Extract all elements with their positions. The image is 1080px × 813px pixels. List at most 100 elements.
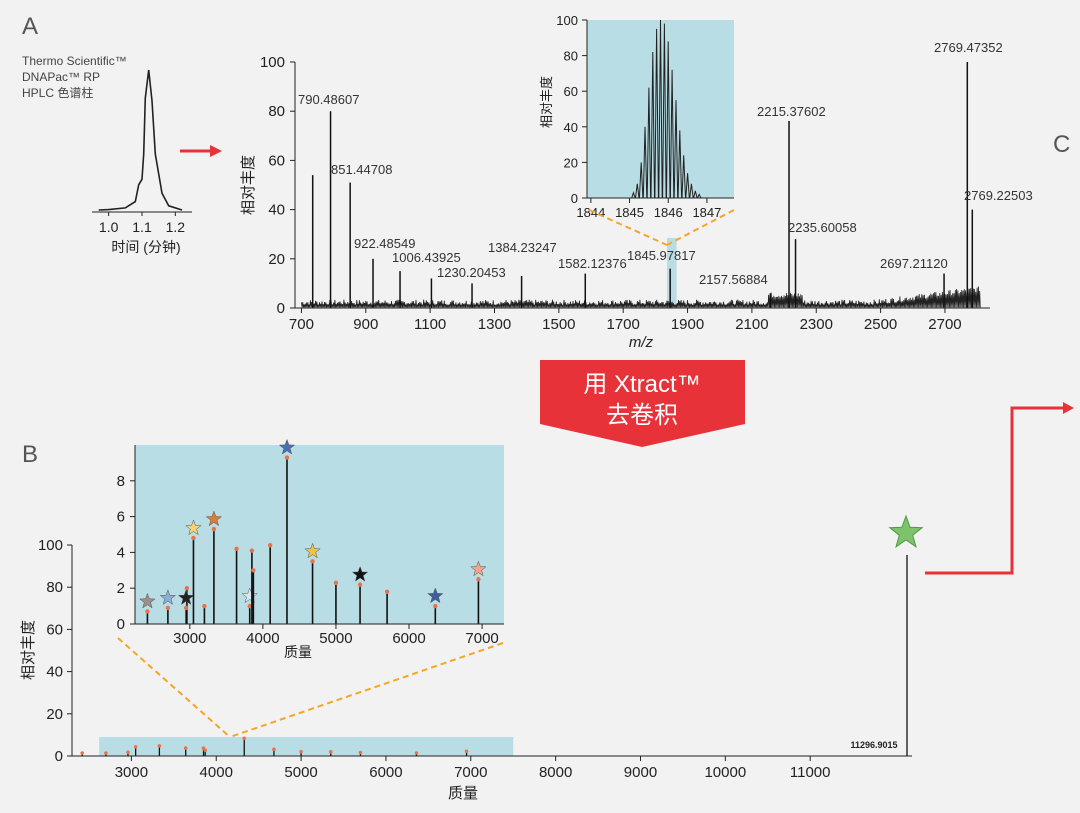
mass-small-peak-marker [80,751,84,755]
peak-star-icon [278,438,296,455]
ms-peak-label: 2157.56884 [699,272,768,287]
isotope-ylabel: 相对丰度 [539,76,554,128]
peak-star-icon [139,592,156,609]
mass-inset-peak-marker [251,568,256,573]
mass-small-peak-marker [133,745,138,749]
chromatogram-xtick-label: 1.0 [99,219,119,235]
mass-inset-peak-marker [184,586,190,591]
column-model: DNAPac™ RP [22,70,100,84]
ms-xtick-label: 1300 [478,316,511,333]
ms-peak-label: 1582.12376 [558,256,627,271]
mass-small-peak-marker [272,747,276,752]
ms-peak-label: 2697.21120 [880,256,948,271]
main-peak-star-icon [888,514,924,548]
mass-small-peak-marker [126,750,130,754]
mass-ytick-label: 100 [38,537,63,554]
xtract-line2: 去卷积 [606,402,678,429]
mass-inset-peak-marker [476,577,481,582]
column-type: HPLC 色谱柱 [22,85,93,100]
mass-highlight-region [99,737,514,756]
mass-small-peak-marker [299,749,303,754]
mass-inset-peak-marker [191,535,196,541]
mass-small-peak-marker [328,750,333,754]
chromatogram-chart: 1.0 1.1 1.2 时间 (分钟) [92,69,192,255]
mass-zoom-line-left [117,637,231,738]
ms-peak-label: 2769.22503 [964,188,1033,203]
ms-xtick-label: 1500 [542,316,575,333]
isotope-zoom-line-left [588,209,668,246]
isotope-ytick-label: 20 [564,155,578,170]
mass-small-peak-marker [464,749,469,754]
mass-inset-chart: 0 2 4 6 8 3000 4000 5000 6000 7000 质量 [117,438,504,660]
ms-xtick-label: 700 [289,316,314,333]
mass-inset-peak-marker [357,582,363,587]
panel-label-a: A [22,13,38,40]
mass-inset-peak-marker [202,603,207,609]
ms-xtick-label: 2100 [735,316,768,333]
ms-xlabel: m/z [629,334,654,351]
isotope-ytick-label: 100 [556,13,578,28]
ms-peak-label: 1230.20453 [437,265,506,280]
mass-inset-peak-marker [183,605,189,611]
ms-peak-label: 2235.60058 [788,220,857,235]
ms-ytick-label: 20 [268,251,285,268]
column-brand: Thermo Scientific™ [22,54,127,68]
mass-xtick-label: 7000 [454,764,487,781]
ms-peak-label: 1845.97817 [627,248,696,263]
ms-peak-label: 2769.47352 [934,40,1003,55]
ms-xtick-label: 2300 [800,316,833,333]
isotope-ytick-label: 40 [564,120,578,135]
mass-xtick-label: 8000 [539,764,572,781]
panel-label-c: C [1053,131,1070,158]
mass-inset-peak-marker [165,605,171,611]
mass-ytick-label: 0 [55,748,63,765]
mass-inset-peak-marker [211,526,217,532]
ms-xtick-label: 1700 [607,316,640,333]
mass-ytick-label: 60 [46,621,63,638]
panel-label-b: B [22,441,38,468]
ms-ytick-label: 0 [277,300,285,317]
ms-xtick-label: 900 [353,316,378,333]
isotope-xtick-label: 1847 [692,205,721,220]
mass-inset-ytick-label: 8 [117,473,125,490]
isotope-xtick-label: 1845 [615,205,644,220]
mass-ytick-label: 40 [46,664,63,681]
peak-star-icon [470,560,487,577]
chromatogram-xlabel: 时间 (分钟) [111,239,180,255]
isotope-ytick-label: 60 [564,84,578,99]
xtract-line1: 用 Xtract™ [583,371,700,398]
ms-peak-label: 851.44708 [331,162,392,177]
mass-xtick-label: 11000 [790,764,831,781]
mass-inset-xtick-label: 7000 [465,630,498,647]
ms-peak-label: 2215.37602 [757,104,826,119]
xtract-arrow-shape [540,360,745,447]
isotope-ytick-label: 0 [571,191,578,206]
ms-peak-label: 922.48549 [354,236,415,251]
mass-inset-peak-marker [247,603,252,609]
mass-small-peak-marker [203,748,208,753]
mass-inset-ytick-label: 6 [117,509,125,526]
mass-xtick-label: 5000 [284,764,317,781]
ms-ytick-label: 60 [268,152,285,169]
mass-inset-xtick-label: 6000 [392,630,425,647]
chromatogram-xtick-label: 1.2 [166,219,186,235]
mass-inset-xtick-label: 5000 [319,630,352,647]
peak-star-icon [351,565,369,582]
mass-ylabel: 相对丰度 [20,620,37,680]
ms-peak-label: 790.48607 [298,92,359,107]
mass-inset-xlabel: 质量 [284,644,312,660]
mass-inset-ytick-label: 0 [117,616,125,633]
mass-inset-xtick-label: 3000 [173,630,206,647]
peak-star-icon [304,542,321,559]
mass-xtick-label: 4000 [200,764,233,781]
red-arrow-right [180,145,222,157]
mass-inset-peak-marker [249,548,255,553]
ms-peak-label: 1006.43925 [392,250,461,265]
red-arrow-to-c [925,402,1074,575]
mass-inset-peak-marker [234,546,239,552]
mass-inset-peak-marker [284,455,290,460]
ms-xtick-label: 2500 [864,316,897,333]
isotope-inset-chart: 0 20 40 60 80 100 1844 1845 1846 1847 相对丰度 [539,13,735,246]
